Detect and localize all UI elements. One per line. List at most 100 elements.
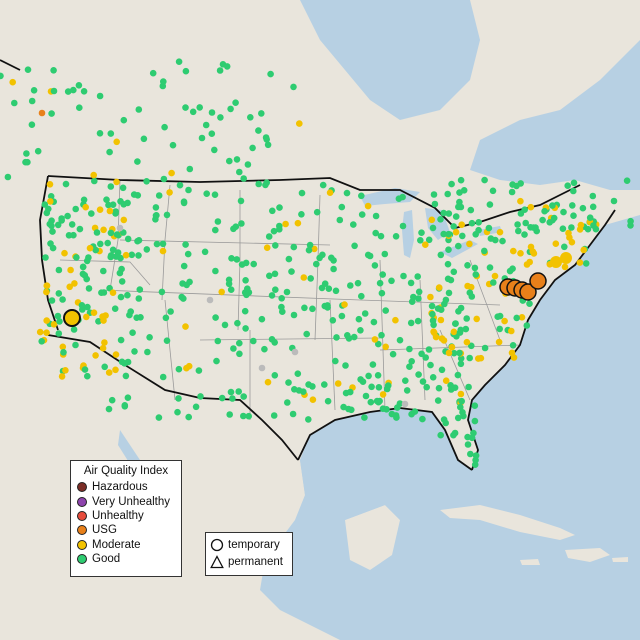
aqi-marker[interactable] xyxy=(489,187,497,195)
aqi-marker[interactable] xyxy=(415,288,423,296)
aqi-marker[interactable] xyxy=(136,286,144,293)
aqi-marker[interactable] xyxy=(460,412,467,420)
aqi-marker[interactable] xyxy=(350,221,357,228)
aqi-marker[interactable] xyxy=(233,156,241,163)
aqi-marker[interactable] xyxy=(560,252,572,264)
aqi-marker[interactable] xyxy=(348,406,355,414)
aqi-marker[interactable] xyxy=(242,277,249,284)
aqi-marker[interactable] xyxy=(401,400,409,408)
aqi-marker[interactable] xyxy=(307,275,315,282)
aqi-marker[interactable] xyxy=(357,327,364,334)
aqi-marker[interactable] xyxy=(176,181,184,189)
aqi-marker[interactable] xyxy=(9,78,16,86)
aqi-marker[interactable] xyxy=(244,161,252,168)
aqi-marker[interactable] xyxy=(122,372,130,380)
aqi-marker[interactable] xyxy=(28,97,36,105)
aqi-marker[interactable] xyxy=(238,261,246,268)
aqi-marker[interactable] xyxy=(326,189,334,196)
aqi-marker[interactable] xyxy=(445,246,452,253)
aqi-marker[interactable] xyxy=(185,186,192,194)
aqi-marker[interactable] xyxy=(589,192,597,200)
aqi-marker[interactable] xyxy=(226,411,233,418)
aqi-marker[interactable] xyxy=(523,322,531,329)
aqi-marker[interactable] xyxy=(351,242,358,250)
aqi-marker[interactable] xyxy=(419,378,427,385)
aqi-marker[interactable] xyxy=(78,302,86,309)
aqi-marker[interactable] xyxy=(11,99,18,107)
aqi-marker[interactable] xyxy=(485,224,493,232)
aqi-marker[interactable] xyxy=(458,221,466,228)
aqi-marker[interactable] xyxy=(475,226,482,234)
aqi-marker[interactable] xyxy=(92,352,99,359)
aqi-marker[interactable] xyxy=(106,284,113,292)
aqi-marker[interactable] xyxy=(463,315,471,322)
aqi-marker[interactable] xyxy=(97,240,104,248)
aqi-marker[interactable] xyxy=(75,82,83,89)
aqi-marker[interactable] xyxy=(160,175,168,183)
aqi-marker[interactable] xyxy=(428,216,436,224)
aqi-marker[interactable] xyxy=(466,289,474,297)
aqi-marker[interactable] xyxy=(471,461,479,469)
aqi-marker[interactable] xyxy=(298,189,306,197)
aqi-marker[interactable] xyxy=(452,228,460,236)
aqi-marker[interactable] xyxy=(560,208,567,216)
aqi-marker[interactable] xyxy=(457,390,465,398)
aqi-marker[interactable] xyxy=(313,260,320,268)
aqi-marker[interactable] xyxy=(481,247,488,255)
aqi-marker[interactable] xyxy=(372,212,380,220)
aqi-marker[interactable] xyxy=(134,158,141,165)
aqi-marker[interactable] xyxy=(24,158,31,166)
aqi-marker[interactable] xyxy=(50,321,58,328)
aqi-marker[interactable] xyxy=(388,277,395,285)
aqi-marker[interactable] xyxy=(202,121,210,129)
aqi-marker[interactable] xyxy=(521,231,528,238)
aqi-marker[interactable] xyxy=(140,135,148,143)
aqi-marker[interactable] xyxy=(250,337,257,345)
aqi-marker[interactable] xyxy=(67,266,74,274)
aqi-marker[interactable] xyxy=(283,288,291,296)
aqi-marker[interactable] xyxy=(345,335,353,342)
aqi-marker[interactable] xyxy=(213,357,220,365)
aqi-marker[interactable] xyxy=(58,215,65,222)
aqi-marker[interactable] xyxy=(70,326,78,333)
aqi-marker[interactable] xyxy=(237,197,245,205)
aqi-marker[interactable] xyxy=(300,274,308,281)
aqi-marker[interactable] xyxy=(121,402,129,409)
aqi-marker[interactable] xyxy=(272,286,279,294)
aqi-marker[interactable] xyxy=(378,331,385,339)
aqi-marker[interactable] xyxy=(496,325,504,333)
aqi-marker[interactable] xyxy=(342,362,349,369)
aqi-marker[interactable] xyxy=(450,349,458,357)
aqi-marker[interactable] xyxy=(34,147,42,155)
aqi-marker[interactable] xyxy=(232,99,239,106)
aqi-marker[interactable] xyxy=(559,225,567,232)
aqi-marker[interactable] xyxy=(316,254,323,262)
aqi-marker[interactable] xyxy=(464,282,471,290)
aqi-marker[interactable] xyxy=(266,272,273,280)
aqi-marker[interactable] xyxy=(124,235,132,243)
aqi-marker[interactable] xyxy=(361,310,369,317)
aqi-marker[interactable] xyxy=(64,88,72,95)
aqi-marker[interactable] xyxy=(447,386,455,393)
aqi-marker[interactable] xyxy=(435,284,443,291)
aqi-marker[interactable] xyxy=(43,282,51,290)
aqi-marker[interactable] xyxy=(54,312,62,320)
aqi-marker[interactable] xyxy=(437,306,445,314)
aqi-marker[interactable] xyxy=(303,330,311,338)
aqi-marker[interactable] xyxy=(526,258,533,266)
aqi-marker[interactable] xyxy=(270,412,278,419)
aqi-marker[interactable] xyxy=(186,278,193,286)
aqi-marker[interactable] xyxy=(454,414,462,422)
aqi-marker[interactable] xyxy=(241,307,249,315)
aqi-marker[interactable] xyxy=(546,219,553,226)
aqi-marker[interactable] xyxy=(477,354,485,362)
aqi-marker[interactable] xyxy=(369,361,377,368)
aqi-marker[interactable] xyxy=(232,223,240,230)
aqi-marker[interactable] xyxy=(285,379,292,386)
aqi-marker[interactable] xyxy=(452,320,459,327)
aqi-marker[interactable] xyxy=(457,203,465,211)
aqi-marker[interactable] xyxy=(448,180,455,188)
aqi-marker[interactable] xyxy=(288,268,295,275)
aqi-marker[interactable] xyxy=(79,263,87,271)
aqi-marker[interactable] xyxy=(56,318,63,325)
